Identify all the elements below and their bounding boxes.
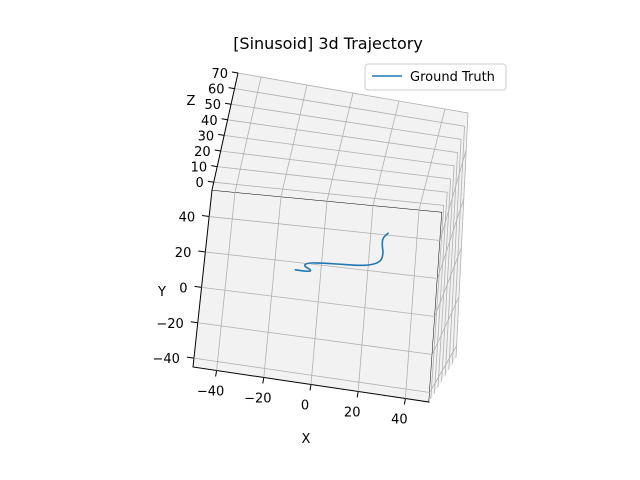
y-grid-line: [197, 296, 460, 355]
z-grid-line: [217, 166, 448, 394]
series-group: [294, 232, 389, 273]
y-tick-mark: [190, 321, 198, 324]
z-tick-label: 70: [211, 67, 228, 82]
z-grid-line: [224, 135, 455, 382]
z-grid-line: [213, 181, 445, 400]
y-grid-line: [205, 198, 465, 279]
x-tick-mark: [356, 391, 359, 398]
x-axis-label: X: [302, 432, 311, 447]
z-axis-label: Z: [187, 94, 196, 109]
z-tick-label: 10: [191, 161, 208, 176]
xz-plane: [212, 73, 468, 212]
z-axis-line: [211, 72, 239, 191]
y-grid-line: [209, 149, 467, 241]
x-grid-line: [263, 84, 308, 378]
y-tick-mark: [198, 250, 206, 253]
x-tick-mark: [262, 377, 265, 384]
z-tick-label: 20: [194, 145, 211, 160]
y-axis-label: Y: [157, 285, 166, 300]
y-tick-mark: [186, 356, 195, 359]
grid-lines: [193, 72, 469, 400]
x-tick-mark: [215, 370, 218, 377]
y-tick-label: 0: [179, 281, 187, 296]
z-tick-mark: [218, 133, 225, 136]
legend: Ground Truth: [364, 63, 507, 91]
z-tick-label: 50: [205, 98, 222, 113]
y-grid-line: [193, 345, 457, 393]
x-tick-label: 0: [301, 399, 309, 414]
chart-title: [Sinusoid] 3d Trajectory: [233, 34, 423, 53]
z-tick-label: 30: [198, 129, 215, 144]
y-tick-label: −20: [156, 317, 183, 332]
z-tick-label: 0: [195, 176, 203, 191]
z-tick-label: 60: [208, 83, 225, 98]
z-tick-mark: [221, 118, 228, 121]
z-tick-mark: [214, 149, 221, 152]
x-grid-line: [357, 100, 400, 392]
z-grid-line: [220, 150, 452, 388]
axis-planes: [192, 73, 468, 403]
z-grid-line: [237, 72, 469, 359]
legend-label-ground-truth: Ground Truth: [410, 70, 495, 85]
y-tick-label: 20: [175, 246, 192, 261]
x-grid-line: [310, 92, 354, 385]
z-tick-mark: [231, 71, 239, 74]
y-tick-label: 40: [179, 211, 196, 226]
x-tick-label: −20: [244, 392, 271, 407]
z-tick-label: 40: [201, 114, 218, 129]
z-grid-line: [231, 103, 462, 370]
z-grid-line: [227, 119, 459, 376]
x-grid-line: [216, 76, 262, 371]
series-line-ground-truth: [294, 232, 389, 273]
x-tick-label: −40: [197, 385, 224, 400]
z-tick-mark: [207, 180, 214, 183]
x-tick-label: 40: [391, 413, 408, 428]
x-grid-line: [405, 108, 446, 399]
x-tick-mark: [403, 398, 406, 405]
z-tick-mark: [211, 165, 218, 168]
y-grid-line: [201, 247, 462, 317]
xy-plane: [192, 189, 443, 403]
x-tick-mark: [309, 384, 312, 391]
z-grid-line: [234, 88, 465, 364]
x-tick-label: 20: [344, 406, 361, 421]
legend-box: [364, 63, 507, 91]
y-tick-label: −40: [153, 352, 180, 367]
y-tick-mark: [202, 215, 210, 218]
z-tick-mark: [224, 102, 232, 105]
y-tick-mark: [194, 285, 202, 288]
z-tick-mark: [228, 87, 235, 90]
